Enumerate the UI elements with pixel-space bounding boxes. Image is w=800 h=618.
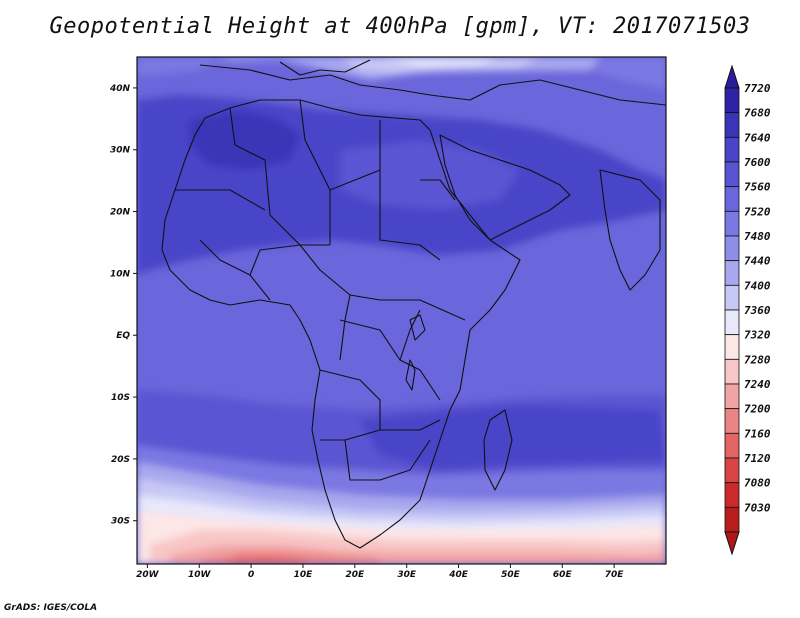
lon-tick-label: 20E [345,570,365,580]
plot-frame [136,56,667,565]
colorbar-swatch [724,383,740,410]
colorbar-level-label: 7320 [744,329,771,342]
colorbar-swatch [724,284,740,311]
lon-tick-label: 50E [501,570,521,580]
colorbar-level-label: 7360 [744,304,771,317]
colorbar-level-label: 7600 [744,156,771,169]
height-field [137,57,666,564]
colorbar-swatch [724,457,740,484]
colorbar-level-label: 7080 [744,477,771,490]
colorbar-level-label: 7280 [744,353,771,366]
colorbar-swatch [724,235,740,262]
colorbar-level-label: 7200 [744,403,771,416]
colorbar: 7720 7680 7640 7600 7560 7520 7480 7440 7400 7360… [724,64,771,556]
lat-tick-label: 10S [111,393,130,403]
colorbar-swatch [724,482,740,508]
colorbar-swatch [724,210,740,237]
colorbar-level-label: 7640 [744,131,771,144]
colorbar-level-label: 7480 [744,230,771,243]
colorbar-top-arrow [724,64,740,89]
colorbar-level-label: 7030 [744,501,771,514]
lon-tick-label: 0 [248,570,254,580]
lat-tick-label: 10N [110,269,131,279]
colorbar-swatch [724,260,740,286]
colorbar-swatch [724,334,740,360]
colorbar-level-label: 7120 [744,452,771,465]
colorbar-level-label: 7680 [744,107,771,120]
lat-tick-label: 20S [111,455,130,465]
map-title: Geopotential Height at 400hPa [gpm], VT:… [49,14,751,39]
lon-tick-label: 20W [136,570,160,580]
lat-tick-label: 20N [110,208,131,218]
coastlines [161,59,666,549]
axis-ticks [133,87,615,568]
colorbar-swatch [724,358,740,385]
lat-tick-label: 40N [109,84,131,94]
colorbar-bottom-arrow [724,531,740,556]
colorbar-level-label: 7440 [744,255,771,268]
colorbar-swatch [724,136,740,163]
colorbar-level-label: 7520 [744,205,771,218]
lon-tick-label: 10E [294,570,314,580]
colorbar-level-label: 7560 [744,181,771,194]
lon-tick-label: 10W [188,570,212,580]
colorbar-swatch [724,432,740,459]
colorbar-level-label: 7240 [744,378,771,391]
axis-labels: 20W 10W 0 10E 20E 30E 40E 50E 60E 70E 40N 30N 20N 10N… [109,84,624,580]
colorbar-level-label: 7160 [744,427,771,440]
lon-tick-label: 60E [553,570,573,580]
lon-tick-label: 30E [397,570,417,580]
colorbar-swatch [724,112,740,138]
colorbar-level-label: 7400 [744,279,771,292]
footer-credit: GrADS: IGES/COLA [4,603,98,613]
colorbar-swatch [724,309,740,336]
lon-tick-label: 70E [605,570,625,580]
colorbar-swatch [724,408,740,434]
colorbar-swatch [724,186,740,212]
colorbar-swatch [724,506,740,533]
lon-tick-label: 40E [448,570,469,580]
lat-tick-label: 30S [111,517,130,527]
lat-tick-label: 30N [110,146,131,156]
lat-tick-label: EQ [116,331,130,341]
colorbar-swatch [724,87,740,114]
colorbar-swatch [724,161,740,188]
colorbar-level-label: 7720 [744,82,771,95]
